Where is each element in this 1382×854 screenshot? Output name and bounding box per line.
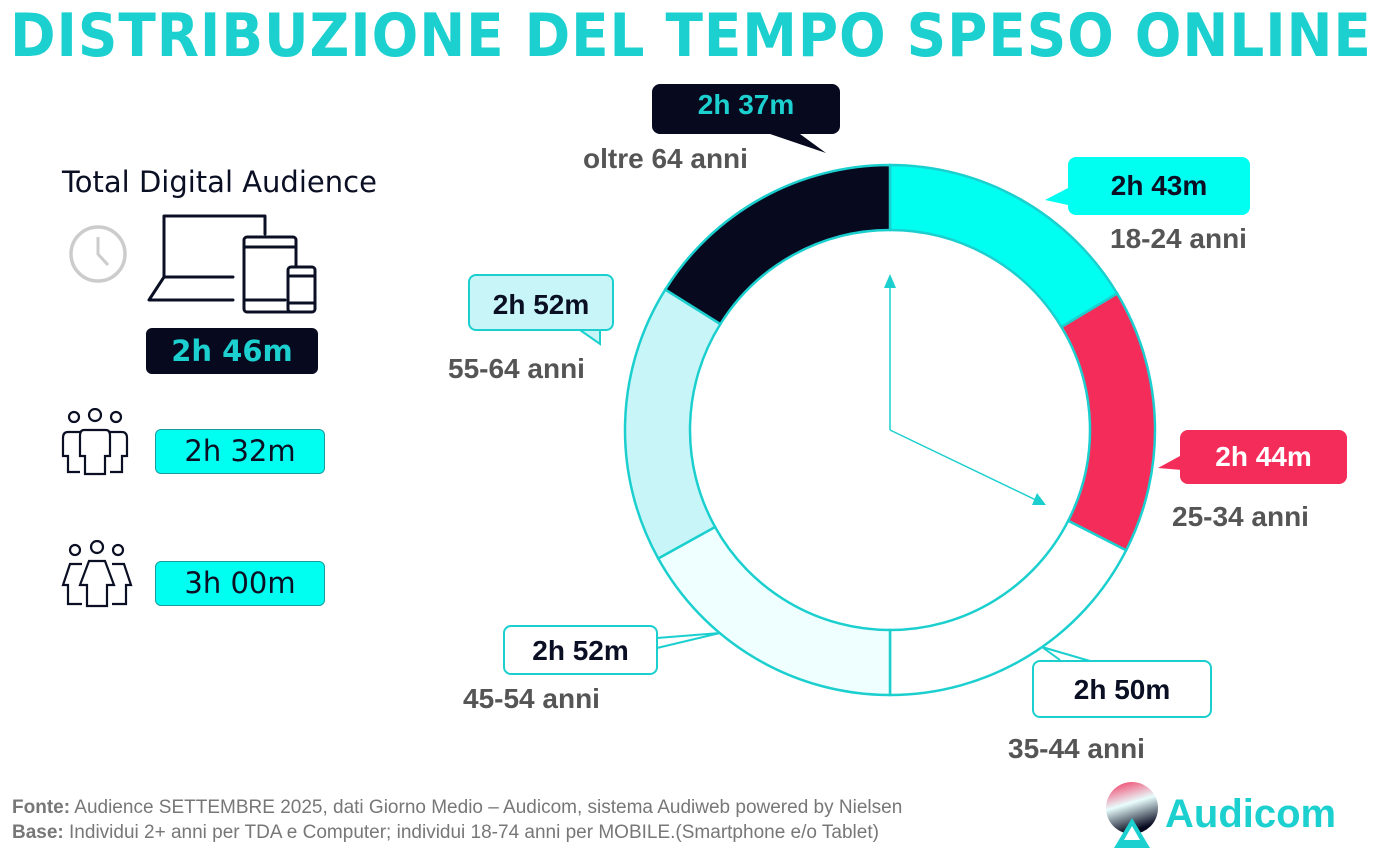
age-label-25-34: 25-34 anni: [1172, 501, 1309, 532]
age-label-18-24: 18-24 anni: [1110, 223, 1247, 254]
callout-pointer: [1041, 646, 1091, 662]
footer: Fonte: Audience SETTEMBRE 2025, dati Gio…: [12, 795, 902, 845]
callout-55-64: 2h 52m: [468, 274, 614, 331]
clock-hand-arrowhead: [1032, 493, 1046, 505]
devices-icon: [147, 214, 317, 314]
donut-segment-25-34-anni: [1059, 291, 1157, 552]
callout-pointer: [770, 134, 826, 153]
page-title: DISTRIBUZIONE DEL TEMPO SPESO ONLINE: [10, 1, 1372, 71]
age-label-45-54: 45-54 anni: [463, 683, 600, 714]
callout-pointer: [656, 632, 721, 649]
men-group-icon: [61, 408, 129, 476]
male-value: 2h 32m: [155, 429, 325, 474]
age-label-35-44: 35-44 anni: [1008, 733, 1145, 764]
audicom-logo-icon: [1106, 782, 1158, 848]
callout-45-54: 2h 52m: [503, 625, 658, 675]
donut-segment-45-54-anni: [656, 525, 892, 697]
clock-hand-arrowhead: [884, 274, 896, 288]
age-label-55-64: 55-64 anni: [448, 353, 585, 384]
audicom-logo-text: Audicom: [1165, 792, 1337, 836]
female-value: 3h 00m: [155, 561, 325, 606]
callout-pointer: [579, 329, 601, 346]
callout-18-24: 2h 43m: [1068, 157, 1250, 215]
callout-pointer: [1045, 188, 1068, 205]
tda-label: Total Digital Audience: [62, 165, 377, 199]
callout-25-34: 2h 44m: [1180, 430, 1347, 484]
footer-source: Fonte: Audience SETTEMBRE 2025, dati Gio…: [12, 797, 903, 818]
women-group-icon: [61, 540, 133, 608]
footer-base: Base: Individui 2+ anni per TDA e Comput…: [12, 822, 879, 843]
donut-segment-oltre-64-anni: [663, 163, 892, 326]
clock-icon: [69, 225, 127, 283]
tda-total-value: 2h 46m: [146, 328, 318, 374]
donut-segment-55-64-anni: [623, 287, 723, 561]
age-label-oltre-64: oltre 64 anni: [583, 143, 748, 174]
callout-pointer: [1158, 456, 1182, 470]
callout-oltre-64: 2h 37m: [652, 84, 840, 134]
callout-35-44: 2h 50m: [1032, 660, 1212, 718]
clock-minute-hand: [889, 429, 1041, 503]
